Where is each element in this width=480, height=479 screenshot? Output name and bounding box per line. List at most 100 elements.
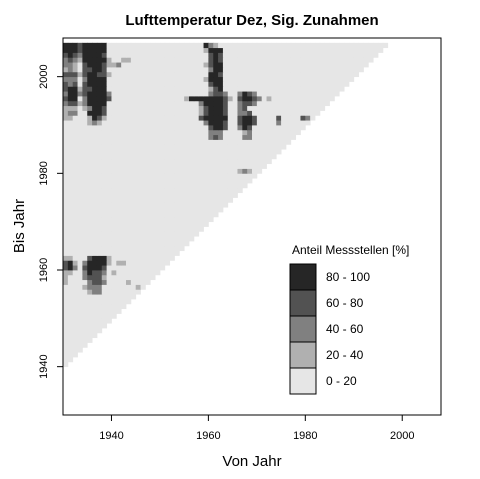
heatmap-cell bbox=[101, 226, 108, 232]
heatmap-cell bbox=[106, 100, 112, 107]
heatmap-cell bbox=[155, 149, 161, 155]
heatmap-cell bbox=[63, 144, 69, 150]
heatmap-cell bbox=[126, 260, 132, 266]
heatmap-cell bbox=[101, 71, 108, 78]
heatmap-cell bbox=[324, 42, 330, 49]
heatmap-cell bbox=[276, 110, 282, 116]
heatmap-cell bbox=[135, 62, 141, 68]
heatmap-cell bbox=[126, 226, 132, 232]
heatmap-cell bbox=[92, 216, 98, 223]
heatmap-cell bbox=[82, 299, 88, 305]
heatmap-cell bbox=[111, 221, 117, 227]
heatmap-cell bbox=[285, 86, 292, 92]
heatmap-cell bbox=[150, 96, 156, 102]
heatmap-cell bbox=[116, 202, 122, 208]
heatmap-cell bbox=[179, 202, 185, 208]
heatmap-cell bbox=[242, 105, 248, 111]
heatmap-cell bbox=[87, 294, 93, 300]
heatmap-cell bbox=[184, 154, 190, 160]
heatmap-cell bbox=[174, 100, 180, 107]
heatmap-cell bbox=[150, 250, 156, 256]
heatmap-cell bbox=[218, 62, 224, 68]
heatmap-cell bbox=[67, 250, 74, 256]
heatmap-cell bbox=[116, 212, 122, 218]
heatmap-cell bbox=[252, 100, 258, 107]
heatmap-cell bbox=[67, 168, 74, 174]
heatmap-cell bbox=[87, 274, 93, 281]
heatmap-cell bbox=[281, 134, 287, 140]
heatmap-cell bbox=[159, 91, 166, 97]
heatmap-cell bbox=[295, 91, 301, 97]
heatmap-cell bbox=[82, 250, 88, 256]
heatmap-cell bbox=[256, 81, 263, 87]
heatmap-cell bbox=[155, 96, 161, 102]
heatmap-cell bbox=[179, 71, 185, 78]
heatmap-cell bbox=[82, 86, 88, 92]
heatmap-cell bbox=[87, 149, 93, 155]
heatmap-cell bbox=[305, 42, 311, 49]
heatmap-cell bbox=[256, 57, 263, 63]
heatmap-cell bbox=[92, 183, 98, 189]
heatmap-cell bbox=[252, 129, 258, 136]
heatmap-cell bbox=[203, 76, 209, 82]
heatmap-cell bbox=[87, 86, 93, 92]
heatmap-cell bbox=[92, 187, 98, 194]
heatmap-cell bbox=[96, 207, 103, 213]
heatmap-cell bbox=[82, 289, 88, 295]
heatmap-cell bbox=[164, 216, 171, 223]
heatmap-cell bbox=[155, 187, 161, 194]
heatmap-cell bbox=[96, 221, 103, 227]
heatmap-cell bbox=[247, 47, 253, 53]
heatmap-cell bbox=[135, 274, 141, 281]
heatmap-cell bbox=[111, 120, 117, 126]
heatmap-cell bbox=[77, 168, 83, 174]
heatmap-cell bbox=[169, 221, 175, 227]
heatmap-cell bbox=[155, 221, 161, 227]
heatmap-cell bbox=[121, 265, 127, 271]
heatmap-cell bbox=[72, 241, 78, 247]
heatmap-cell bbox=[247, 129, 253, 136]
heatmap-cell bbox=[145, 96, 151, 102]
heatmap-cell bbox=[174, 154, 180, 160]
heatmap-cell bbox=[329, 42, 335, 49]
heatmap-cell bbox=[135, 76, 141, 82]
heatmap-cell bbox=[150, 57, 156, 63]
heatmap-cell bbox=[305, 81, 311, 87]
heatmap-cell bbox=[193, 158, 200, 165]
heatmap-cell bbox=[155, 144, 161, 150]
heatmap-cells bbox=[63, 42, 389, 368]
heatmap-cell bbox=[106, 245, 112, 252]
heatmap-cell bbox=[140, 197, 146, 203]
heatmap-cell bbox=[101, 96, 108, 102]
heatmap-cell bbox=[140, 178, 146, 184]
heatmap-cell bbox=[77, 318, 83, 324]
heatmap-cell bbox=[213, 139, 219, 145]
heatmap-cell bbox=[116, 76, 122, 82]
heatmap-cell bbox=[222, 120, 229, 126]
heatmap-cell bbox=[77, 173, 83, 179]
heatmap-cell bbox=[72, 347, 78, 353]
heatmap-cell bbox=[87, 216, 93, 223]
heatmap-cell bbox=[121, 57, 127, 63]
heatmap-cell bbox=[87, 231, 93, 237]
heatmap-cell bbox=[208, 202, 214, 208]
heatmap-cell bbox=[261, 163, 267, 169]
heatmap-cell bbox=[111, 274, 117, 281]
heatmap-cell bbox=[198, 183, 204, 189]
heatmap-cell bbox=[339, 42, 345, 49]
heatmap-cell bbox=[174, 158, 180, 165]
heatmap-cell bbox=[218, 91, 224, 97]
heatmap-cell bbox=[63, 52, 69, 58]
legend-swatch bbox=[289, 367, 317, 395]
heatmap-cell bbox=[155, 71, 161, 78]
heatmap-cell bbox=[358, 57, 364, 63]
heatmap-cell bbox=[130, 71, 137, 78]
heatmap-cell bbox=[135, 183, 141, 189]
heatmap-cell bbox=[106, 183, 112, 189]
heatmap-cell bbox=[145, 134, 151, 140]
heatmap-cell bbox=[252, 52, 258, 58]
heatmap-cell bbox=[87, 67, 93, 73]
heatmap-cell bbox=[247, 76, 253, 82]
heatmap-cell bbox=[87, 318, 93, 324]
